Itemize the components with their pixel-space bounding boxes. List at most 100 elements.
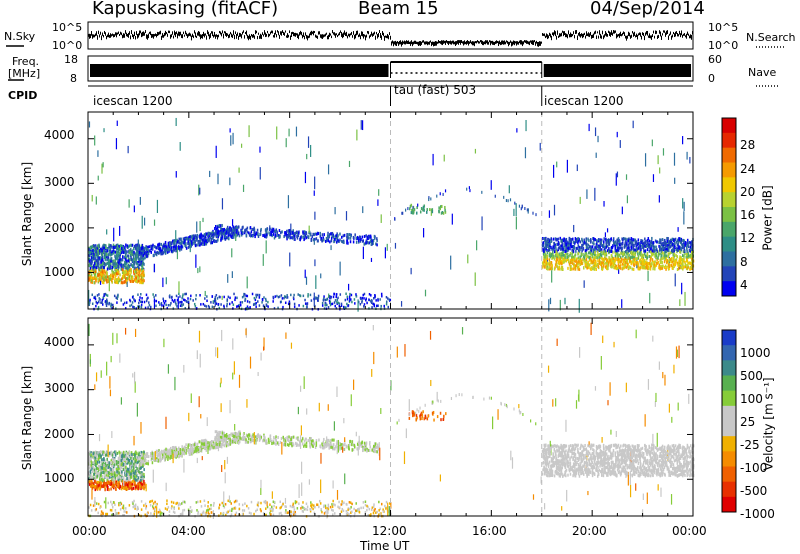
data-cell (591, 245, 594, 249)
data-cell (669, 251, 671, 255)
data-cell (375, 242, 377, 246)
data-cell (271, 229, 273, 233)
data-cell (100, 272, 102, 276)
data-cell (303, 234, 306, 238)
nsky-trace (114, 34, 115, 37)
data-cell (180, 240, 183, 244)
data-cell (264, 306, 266, 309)
data-cell (114, 250, 117, 254)
nsky-trace (431, 41, 432, 47)
nsky-trace (300, 30, 301, 35)
data-cell (236, 296, 238, 300)
data-cell (121, 268, 124, 272)
nsky-trace (404, 40, 405, 45)
data-cell (553, 204, 556, 216)
data-cell (119, 257, 121, 261)
data-cell (217, 235, 219, 239)
data-cell (245, 227, 248, 231)
data-cell (625, 265, 628, 269)
data-cell (104, 255, 107, 259)
nsky-trace (336, 33, 337, 36)
data-cell (125, 255, 127, 259)
data-cell (176, 247, 179, 260)
data-cell (639, 260, 642, 264)
data-cell (302, 294, 305, 298)
nsky-trace (381, 35, 382, 40)
data-cell (652, 264, 655, 268)
nsky-trace (329, 32, 330, 37)
data-cell (598, 258, 601, 262)
data-cell (590, 261, 592, 265)
data-cell (490, 180, 492, 190)
nsky-trace (593, 33, 594, 38)
nsky-trace (525, 40, 526, 43)
data-cell (673, 239, 675, 243)
data-cell (623, 256, 626, 260)
data-cell (141, 267, 143, 271)
data-cell (546, 251, 549, 255)
nsky-trace (375, 35, 376, 40)
data-cell (240, 143, 243, 148)
data-cell (185, 245, 187, 249)
nsky-trace (581, 33, 582, 37)
nsky-trace (442, 40, 443, 46)
nsky-trace (328, 34, 329, 40)
data-cell (229, 227, 232, 231)
data-cell (646, 242, 649, 246)
data-cell (527, 210, 529, 214)
nsky-trace (129, 31, 130, 35)
data-cell (547, 248, 550, 252)
nsky-trace (498, 41, 499, 47)
data-cell (409, 207, 411, 211)
data-cell (255, 293, 257, 297)
data-cell (548, 248, 551, 252)
nsky-trace (457, 40, 458, 44)
nsky-trace (595, 30, 596, 34)
data-cell (138, 270, 141, 274)
data-cell (246, 230, 249, 234)
nsky-trace (374, 31, 375, 35)
nsky-trace (321, 34, 322, 39)
data-cell (231, 248, 233, 258)
data-cell (157, 243, 159, 247)
data-cell (196, 221, 198, 233)
nsky-trace (211, 31, 212, 34)
data-cell (560, 247, 562, 251)
data-cell (117, 272, 119, 276)
data-cell (138, 279, 140, 283)
data-cell (374, 294, 376, 297)
data-cell (105, 304, 108, 307)
data-cell (637, 261, 639, 265)
data-cell (439, 207, 441, 211)
data-cell (296, 236, 299, 240)
data-cell (423, 204, 426, 208)
data-cell (261, 301, 263, 304)
data-cell (114, 471, 117, 475)
nsky-trace (224, 31, 225, 34)
data-cell (144, 256, 146, 260)
data-cell (138, 298, 141, 302)
data-cell (361, 296, 364, 300)
nsky-trace (115, 32, 116, 36)
data-cell (600, 255, 602, 259)
data-cell (577, 267, 579, 271)
data-cell (680, 256, 682, 260)
data-cell (260, 227, 262, 231)
data-cell (581, 259, 583, 263)
nsky-trace (295, 32, 296, 37)
data-cell (360, 120, 362, 130)
data-cell (97, 258, 99, 262)
data-cell (131, 249, 134, 253)
data-cell (90, 262, 93, 266)
nsky-trace (606, 32, 607, 37)
data-cell (302, 304, 305, 308)
nsky-trace (220, 31, 221, 35)
data-cell (567, 266, 569, 270)
data-cell (594, 238, 597, 242)
data-cell (605, 237, 607, 241)
data-cell (95, 196, 97, 205)
data-cell (175, 249, 177, 253)
data-cell (235, 233, 237, 242)
nsky-trace (488, 41, 489, 45)
data-cell (89, 266, 92, 270)
